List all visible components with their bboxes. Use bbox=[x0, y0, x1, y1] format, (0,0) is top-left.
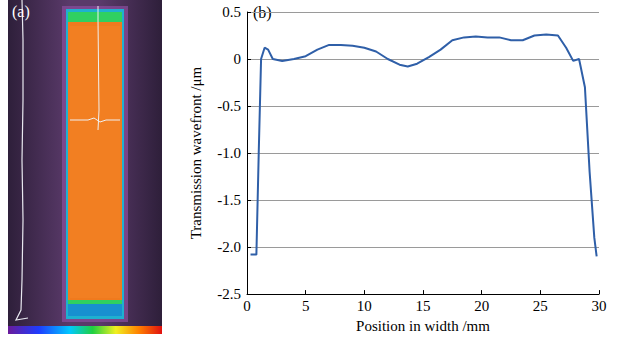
svg-text:Transmission wavefront /μm: Transmission wavefront /μm bbox=[188, 66, 204, 239]
svg-text:0.5: 0.5 bbox=[222, 4, 241, 20]
svg-text:15: 15 bbox=[416, 298, 431, 314]
svg-text:0: 0 bbox=[243, 298, 251, 314]
svg-text:-2.5: -2.5 bbox=[217, 286, 241, 302]
svg-text:-0.5: -0.5 bbox=[217, 98, 241, 114]
svg-text:-1.5: -1.5 bbox=[217, 192, 241, 208]
svg-text:5: 5 bbox=[302, 298, 310, 314]
svg-text:-2.0: -2.0 bbox=[217, 239, 241, 255]
svg-text:(a): (a) bbox=[12, 3, 30, 21]
svg-text:10: 10 bbox=[357, 298, 372, 314]
svg-text:20: 20 bbox=[474, 298, 489, 314]
svg-text:-1.0: -1.0 bbox=[217, 145, 241, 161]
svg-text:(b): (b) bbox=[253, 3, 272, 21]
svg-text:30: 30 bbox=[592, 298, 607, 314]
svg-text:Position in width /mm: Position in width /mm bbox=[356, 318, 490, 334]
svg-text:0: 0 bbox=[234, 51, 242, 67]
svg-text:25: 25 bbox=[533, 298, 548, 314]
